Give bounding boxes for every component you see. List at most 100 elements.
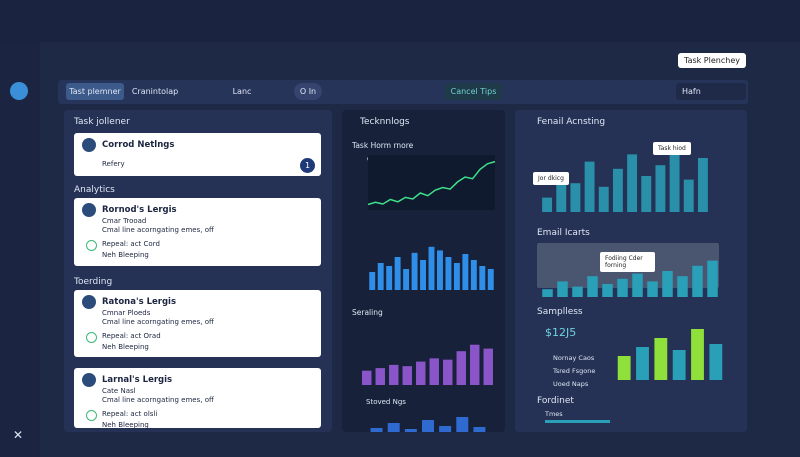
amount: $12J5 (545, 326, 577, 339)
bar (389, 364, 399, 385)
dropdown[interactable]: Lanc (232, 87, 252, 96)
bar (428, 246, 435, 290)
progress-bar (545, 420, 610, 423)
bar (377, 263, 384, 290)
search[interactable]: Hafn (676, 83, 746, 100)
check-icon (86, 410, 97, 421)
bar (370, 428, 383, 432)
bar (402, 366, 412, 385)
bar (570, 183, 581, 212)
bar (707, 260, 718, 297)
bar (369, 272, 376, 290)
bar (677, 276, 688, 297)
filter[interactable]: Cancel Tips (445, 83, 502, 100)
bar (394, 257, 401, 290)
section-title: Toerding (74, 277, 113, 287)
chart-title: Stoved Ngs (366, 398, 406, 406)
bar (647, 281, 658, 297)
badge: 1 (300, 158, 315, 173)
legend-item: Uoed Naps (553, 380, 589, 388)
bar (612, 168, 623, 212)
bar (437, 250, 443, 290)
task-check: Repeal: act Cord (102, 240, 160, 248)
bar (683, 179, 694, 212)
panel-title: Fordinet (537, 396, 574, 406)
bar (602, 284, 613, 297)
top-button[interactable]: Task Plenchey (678, 53, 746, 68)
task-card[interactable]: Corrod Netlngs Refery 1 (74, 133, 321, 176)
task-sub: Neh Bleeping (102, 421, 149, 429)
task-note: Cmal line acorngating emes, off (102, 226, 214, 234)
task-tag: Refery (102, 160, 125, 168)
bar (617, 278, 628, 297)
task-name: Corrod Netlngs (102, 140, 175, 150)
tab[interactable]: Tast plemner (66, 83, 124, 100)
bar (572, 286, 583, 297)
bar (470, 260, 477, 290)
task-sub: Neh Bleeping (102, 343, 149, 351)
task-role: Cmar Trooad (102, 217, 147, 225)
task-card[interactable]: Ratona's Lergis Cmnar Ploeds Cmal line aco… (74, 290, 321, 357)
chart (542, 147, 708, 212)
bar (584, 161, 595, 212)
bar (654, 338, 668, 380)
bar (487, 269, 494, 290)
bar (462, 254, 469, 290)
legend-item: Tsred Fsgone (553, 367, 596, 375)
task-note: Cmal line acorngating emes, off (102, 396, 214, 404)
bar (641, 176, 652, 212)
top-strip (0, 0, 800, 42)
task-card[interactable]: Rornod's Lergis Cmar Trooad Cmal line acor… (74, 198, 321, 266)
chart-title: Task Horm rnore (352, 141, 414, 150)
bar (636, 347, 649, 380)
bar (709, 344, 723, 380)
bar (556, 172, 567, 212)
task-note: Cmal line acorngating emes, off (102, 318, 214, 326)
check-icon (86, 332, 97, 343)
bar (692, 265, 703, 297)
bar (362, 370, 372, 385)
bar (375, 368, 385, 385)
bar (403, 269, 410, 290)
tab[interactable]: Cranintolap (131, 87, 179, 96)
bar (617, 356, 631, 380)
legend-item: Nornay Caos (553, 354, 595, 362)
bar (669, 147, 680, 212)
task-role: Cate Nasl (102, 387, 136, 395)
bar (691, 329, 704, 380)
bar (453, 263, 460, 290)
logo[interactable] (10, 82, 28, 100)
bar (456, 351, 466, 385)
metrics-panel: Fenail Acnsting Jor dkicg Task hiod Email I… (515, 110, 747, 432)
task-name: Ratona's Lergis (102, 297, 177, 307)
bar (697, 158, 708, 212)
tooltip: Jor dkicg (533, 172, 569, 185)
task-panel: Task jollener Analytics Toerding Corrod Net… (64, 110, 332, 432)
toggle[interactable]: O In (294, 83, 322, 100)
bar (420, 260, 426, 290)
tooltip: Fodiing Cder forning (600, 252, 655, 272)
close-icon[interactable]: ✕ (13, 428, 24, 442)
tooltip: Task hiod (653, 142, 691, 155)
check-icon (86, 240, 97, 251)
bar (479, 266, 486, 290)
chart (617, 329, 723, 380)
bar (542, 289, 553, 297)
chart-title: Seraling (352, 308, 383, 317)
bar (443, 359, 453, 385)
footer-label: Tmes (545, 410, 563, 418)
chart (362, 344, 493, 385)
bar (557, 281, 568, 297)
bar (456, 417, 469, 432)
chart (367, 155, 496, 210)
bar (598, 186, 609, 212)
avatar (82, 203, 96, 217)
task-card[interactable]: Larnal's Lergis Cate Nasl Cmal line acorng… (74, 368, 321, 429)
section-title: Analytics (74, 185, 115, 195)
bar (429, 358, 439, 385)
avatar (82, 295, 96, 309)
bar (483, 348, 493, 385)
avatar (82, 373, 96, 387)
